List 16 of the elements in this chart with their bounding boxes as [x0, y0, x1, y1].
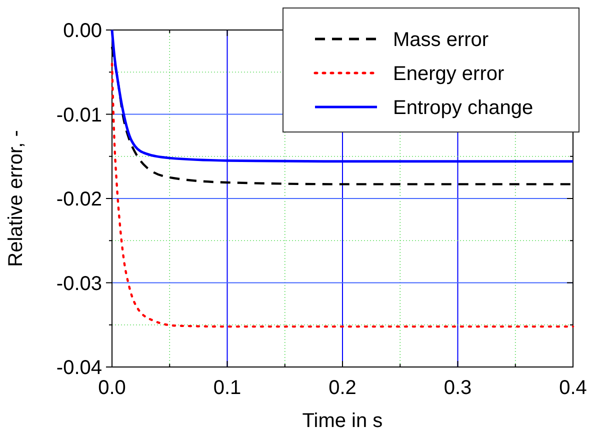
x-axis-title: Time in s [302, 410, 383, 432]
x-tick-label: 0.4 [559, 377, 587, 399]
legend-label: Mass error [393, 29, 489, 51]
y-tick-label: -0.01 [56, 104, 102, 126]
legend-label: Energy error [393, 63, 504, 85]
x-tick-label: 0.3 [444, 377, 472, 399]
y-tick-label: -0.04 [56, 357, 102, 379]
y-axis-title: Relative error, - [5, 130, 27, 267]
y-tick-label: 0.00 [63, 20, 102, 42]
x-tick-label: 0.0 [98, 377, 126, 399]
legend-label: Entropy change [393, 97, 534, 119]
x-tick-label: 0.1 [213, 377, 242, 399]
line-series [110, 62, 574, 328]
y-tick-label: -0.03 [56, 272, 102, 295]
y-tick-label: -0.02 [56, 188, 102, 210]
x-tick-label: 0.2 [328, 377, 356, 399]
